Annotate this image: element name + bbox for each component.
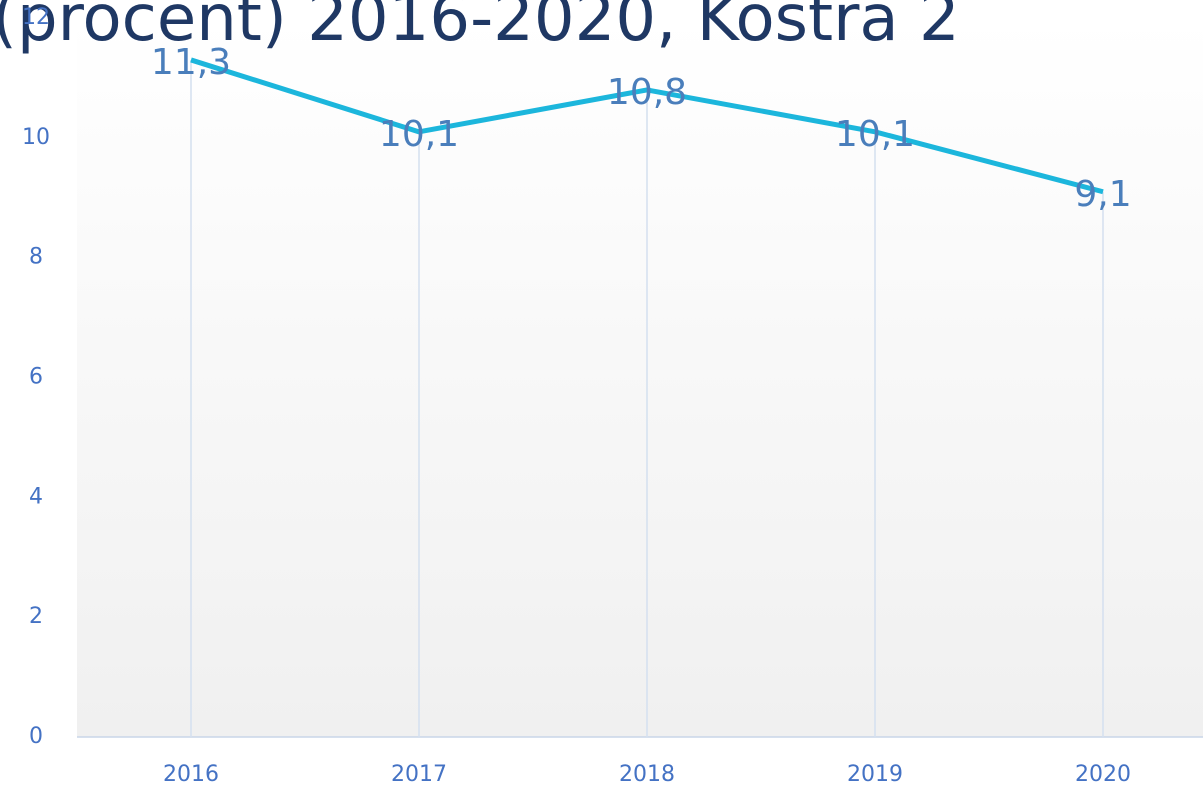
chart-title: (procent) 2016-2020, Kostra 2	[0, 0, 960, 56]
data-label: 10,1	[835, 114, 915, 155]
data-label: 10,8	[607, 72, 687, 113]
x-tick-label: 2020	[1075, 762, 1131, 787]
y-tick-label: 8	[29, 245, 43, 270]
plot-area	[77, 18, 1203, 737]
y-tick-label: 10	[22, 125, 50, 150]
y-tick-label: 2	[29, 604, 43, 629]
x-tick-label: 2016	[163, 762, 219, 787]
x-tick-label: 2019	[847, 762, 903, 787]
y-tick-label: 0	[29, 724, 43, 749]
x-tick-label: 2017	[391, 762, 447, 787]
y-tick-label: 12	[22, 5, 50, 30]
data-label: 11,3	[151, 42, 231, 83]
y-tick-label: 6	[29, 365, 43, 390]
data-label: 9,1	[1074, 174, 1131, 215]
data-label: 10,1	[379, 114, 459, 155]
y-tick-label: 4	[29, 484, 43, 509]
x-tick-label: 2018	[619, 762, 675, 787]
series-line	[190, 57, 1104, 195]
